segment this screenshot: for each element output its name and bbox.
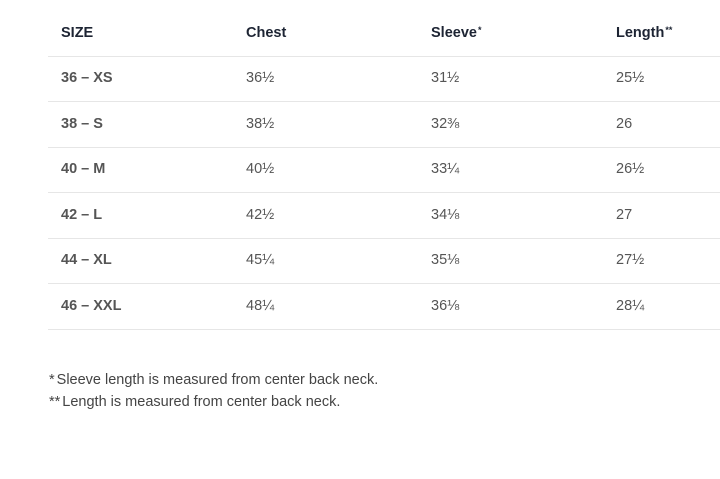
footnote-text: Sleeve length is measured from center ba… [56,372,379,388]
header-text: Sleeve [431,24,477,41]
table-cell: 35⅛ [431,252,460,269]
table-cell: 44 – XL [61,252,112,269]
footnote-mark: * [49,372,55,388]
table-cell: 36 – XS [61,70,113,87]
table-row: 40 – M 40½ 33¼ 26½ [48,147,720,193]
footnote-mark: ** [49,394,61,410]
table-cell: 36⅛ [431,297,460,314]
footnote-text: Length is measured from center back neck… [62,394,341,410]
table-cell: 32⅜ [431,115,460,132]
header-text: Length [616,24,665,41]
table-cell: 27 [616,206,633,223]
header-cell: Chest [246,10,286,56]
table-cell: 27½ [616,252,645,269]
header-text: SIZE [61,24,94,41]
table-cell: 33¼ [431,161,460,178]
footnote: * Sleeve length is measured from center b… [49,372,378,388]
footnote-mark: * [477,24,482,35]
header-cell: Length ** [616,10,672,56]
header-text: Chest [246,24,287,41]
table-row: 38 – S 38½ 32⅜ 26 [48,101,720,148]
table-cell: 38½ [246,115,275,132]
table-cell: 26 [616,115,633,132]
table-row: 44 – XL 45¼ 35⅛ 27½ [48,238,720,284]
table-cell: 42½ [246,206,275,223]
table-cell: 38 – S [61,115,103,132]
table-cell: 45¼ [246,252,275,269]
table-row: 46 – XXL 48¼ 36⅛ 28¼ [48,283,720,330]
table-cell: 46 – XXL [61,297,122,314]
table-cell: 40 – M [61,161,106,178]
table-cell: 40½ [246,161,275,178]
table-cell: 28¼ [616,297,645,314]
header-cell: Sleeve * [431,10,481,56]
table-row: 36 – XS 36½ 31½ 25½ [48,56,720,102]
header-row: SIZE Chest Sleeve * Length ** [48,10,720,57]
table-cell: 25½ [616,70,645,87]
table-cell: 26½ [616,161,645,178]
table-cell: 42 – L [61,206,103,223]
table-row: 42 – L 42½ 34⅛ 27 [48,192,720,239]
table-cell: 31½ [431,70,460,87]
footnote: ** Length is measured from center back ne… [49,394,340,410]
table-cell: 34⅛ [431,206,460,223]
header-cell: SIZE [61,10,93,56]
table-cell: 36½ [246,70,275,87]
table-cell: 48¼ [246,297,275,314]
footnote-mark: ** [665,24,673,35]
